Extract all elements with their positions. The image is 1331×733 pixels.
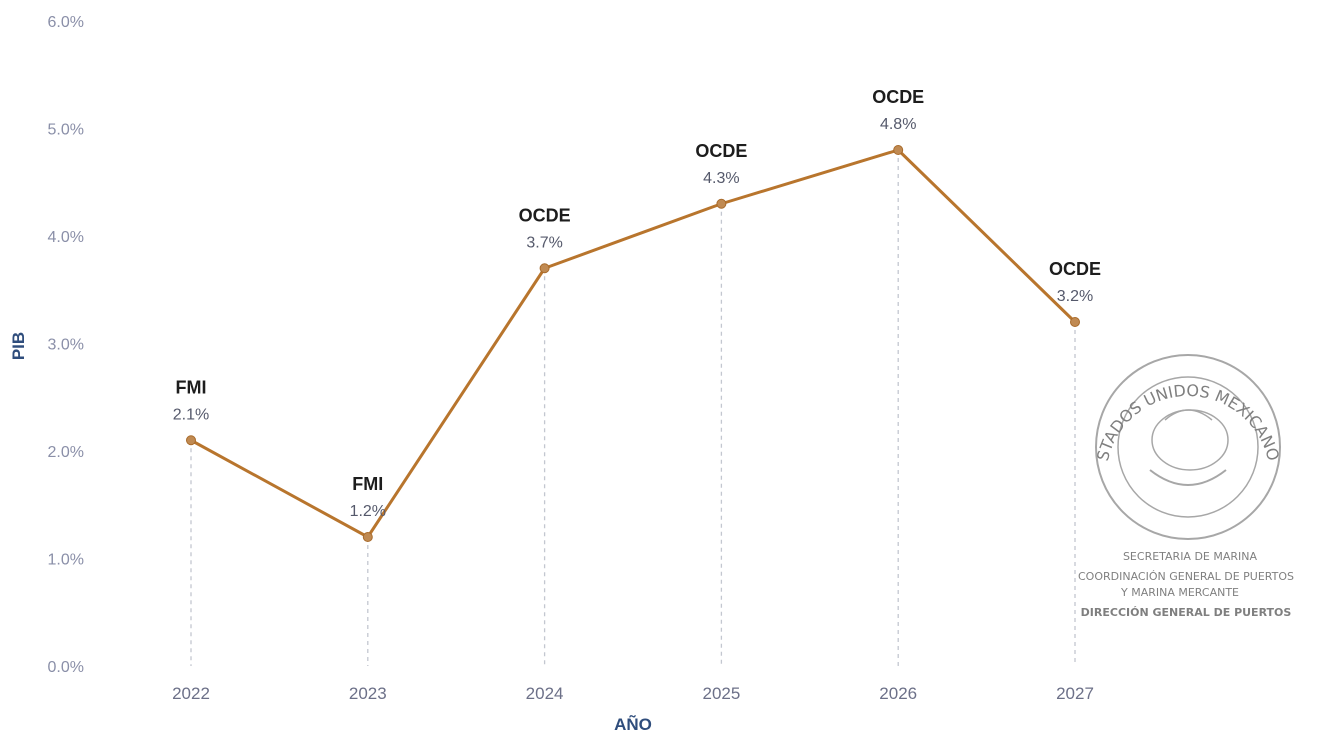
y-tick-label: 5.0%: [48, 122, 84, 139]
data-points: [186, 145, 1080, 542]
y-tick-label: 6.0%: [48, 14, 84, 31]
data-point: [716, 198, 727, 209]
x-tick-label: 2027: [1056, 684, 1094, 703]
point-value-label: 3.2%: [1057, 288, 1093, 305]
x-axis-title: AÑO: [614, 714, 652, 733]
y-tick-label: 0.0%: [48, 659, 84, 676]
y-tick-label: 4.0%: [48, 229, 84, 246]
point-source-label: OCDE: [1049, 259, 1101, 279]
data-point: [539, 263, 550, 274]
point-value-label: 3.7%: [526, 234, 562, 251]
data-point: [362, 532, 373, 542]
y-tick-label: 1.0%: [48, 552, 84, 569]
point-value-label: 1.2%: [350, 503, 386, 520]
series-line: [190, 148, 1077, 539]
x-tick-label: 2022: [172, 684, 210, 703]
y-axis-title: PIB: [9, 332, 28, 360]
x-tick-label: 2025: [702, 684, 740, 703]
y-tick-label: 3.0%: [48, 337, 84, 354]
point-source-label: OCDE: [872, 87, 924, 107]
y-tick-label: 2.0%: [48, 444, 84, 461]
x-tick-label: 2026: [879, 684, 917, 703]
point-value-label: 4.3%: [703, 170, 739, 187]
drop-lines: [190, 150, 1076, 666]
data-point: [893, 145, 904, 155]
point-value-label: 2.1%: [173, 406, 209, 423]
x-tick-label: 2024: [526, 684, 564, 703]
seal-line-4: DIRECCIÓN GENERAL DE PUERTOS: [1081, 606, 1292, 619]
seal-emblem: [1095, 354, 1281, 540]
data-point: [1070, 317, 1080, 327]
data-labels: FMI 2.1% FMI 1.2% OCDE 3.7% OCDE 4.3% OCDE 4.8% OC…: [173, 87, 1101, 520]
point-source-label: FMI: [352, 474, 383, 494]
seal-line-3: Y MARINA MERCANTE: [1120, 586, 1239, 599]
seal-line-1: SECRETARIA DE MARINA: [1123, 550, 1258, 563]
point-source-label: OCDE: [695, 141, 747, 161]
seal-line-2: COORDINACIÓN GENERAL DE PUERTOS: [1078, 570, 1294, 583]
x-tick-label: 2023: [349, 684, 387, 703]
point-source-label: OCDE: [519, 205, 571, 225]
point-source-label: FMI: [176, 377, 207, 397]
point-value-label: 4.8%: [880, 116, 916, 133]
y-axis-ticks: 0.0% 1.0% 2.0% 3.0% 4.0% 5.0% 6.0%: [48, 14, 84, 676]
data-point: [186, 435, 196, 446]
x-axis-ticks: 2022 2023 2024 2025 2026 2027: [172, 684, 1094, 703]
